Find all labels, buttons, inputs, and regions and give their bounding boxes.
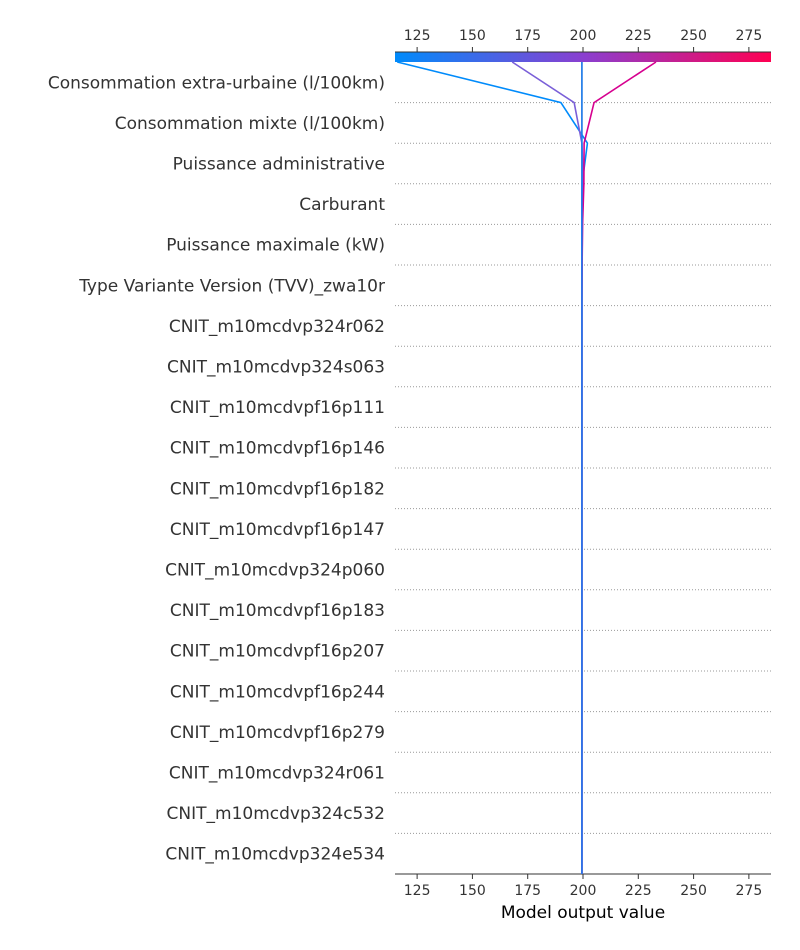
feature-label: CNIT_m10mcdvpf16p244 (170, 682, 385, 702)
decision-lines (397, 61, 657, 874)
feature-label: CNIT_m10mcdvpf16p183 (170, 601, 385, 621)
feature-label: Carburant (299, 195, 385, 215)
top-tick-label: 275 (736, 28, 763, 44)
feature-labels: Consommation extra-urbaine (l/100km) Cons… (48, 73, 385, 864)
axis-ticks: 125 125 150 150 175 175 200 200 225 225 250 250 275 2… (404, 28, 762, 899)
feature-label: CNIT_m10mcdvp324s063 (167, 358, 385, 378)
colorbar (395, 52, 771, 62)
top-tick-label: 200 (570, 28, 597, 44)
top-tick-label: 175 (514, 28, 541, 44)
bottom-tick-label: 125 (404, 883, 431, 899)
feature-label: CNIT_m10mcdvpf16p182 (170, 479, 385, 499)
bottom-tick-label: 225 (625, 883, 652, 899)
feature-label: CNIT_m10mcdvpf16p279 (170, 723, 385, 743)
feature-label: CNIT_m10mcdvpf16p147 (170, 520, 385, 540)
feature-label: Puissance administrative (173, 155, 385, 175)
bottom-tick-label: 200 (570, 883, 597, 899)
feature-label: Puissance maximale (kW) (166, 236, 385, 256)
bottom-tick-label: 250 (680, 883, 707, 899)
bottom-tick-label: 150 (459, 883, 486, 899)
feature-label: CNIT_m10mcdvp324c532 (167, 804, 385, 824)
feature-label: CNIT_m10mcdvp324p060 (165, 561, 385, 581)
feature-label: CNIT_m10mcdvp324r061 (169, 764, 385, 784)
feature-label: Type Variante Version (TVV)_zwa10r (78, 276, 385, 296)
top-tick-label: 125 (404, 28, 431, 44)
feature-label: CNIT_m10mcdvpf16p111 (170, 398, 385, 418)
top-tick-label: 225 (625, 28, 652, 44)
feature-label: CNIT_m10mcdvp324r062 (169, 317, 385, 337)
top-tick-label: 150 (459, 28, 486, 44)
bottom-tick-label: 175 (514, 883, 541, 899)
bottom-tick-label: 275 (736, 883, 763, 899)
feature-label: CNIT_m10mcdvp324e534 (165, 845, 385, 865)
feature-label: Consommation extra-urbaine (l/100km) (48, 73, 385, 93)
feature-label: CNIT_m10mcdvpf16p146 (170, 439, 385, 459)
top-tick-label: 250 (680, 28, 707, 44)
feature-label: Consommation mixte (l/100km) (115, 114, 385, 134)
x-axis-title: Model output value (501, 903, 665, 923)
feature-label: CNIT_m10mcdvpf16p207 (170, 642, 385, 662)
